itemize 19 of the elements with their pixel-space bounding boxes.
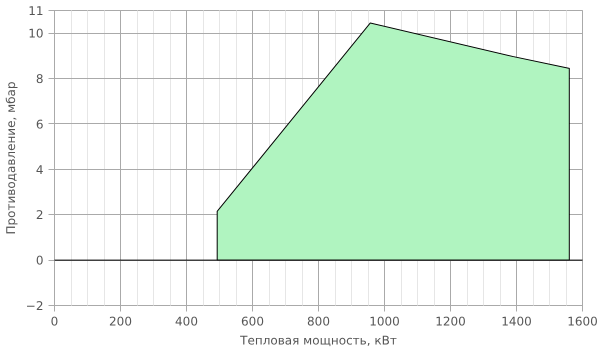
y-tick-label: 8 <box>36 72 44 86</box>
y-tick-label: 2 <box>36 208 44 222</box>
y-tick-label: 10 <box>28 26 44 41</box>
y-tick-label: 0 <box>36 254 44 268</box>
x-tick-label: 1200 <box>435 314 466 328</box>
y-tick-label: 4 <box>36 162 44 177</box>
x-tick-label: 1400 <box>501 314 532 328</box>
x-tick-label: 800 <box>307 314 330 328</box>
x-tick-label: 400 <box>175 314 198 328</box>
x-tick-label: 600 <box>241 314 264 328</box>
x-tick-label: 200 <box>109 314 132 328</box>
y-tick-label: 11 <box>28 4 44 18</box>
y-axis-title: Противодавление, мбар <box>4 81 18 235</box>
x-axis-title: Тепловая мощность, кВт <box>239 334 397 348</box>
x-tick-label: 1600 <box>567 314 598 328</box>
x-tick-label: 1000 <box>369 314 400 328</box>
y-tick-label: −2 <box>26 299 44 313</box>
y-tick-label: 6 <box>36 117 44 132</box>
x-tick-label: 0 <box>50 314 58 328</box>
